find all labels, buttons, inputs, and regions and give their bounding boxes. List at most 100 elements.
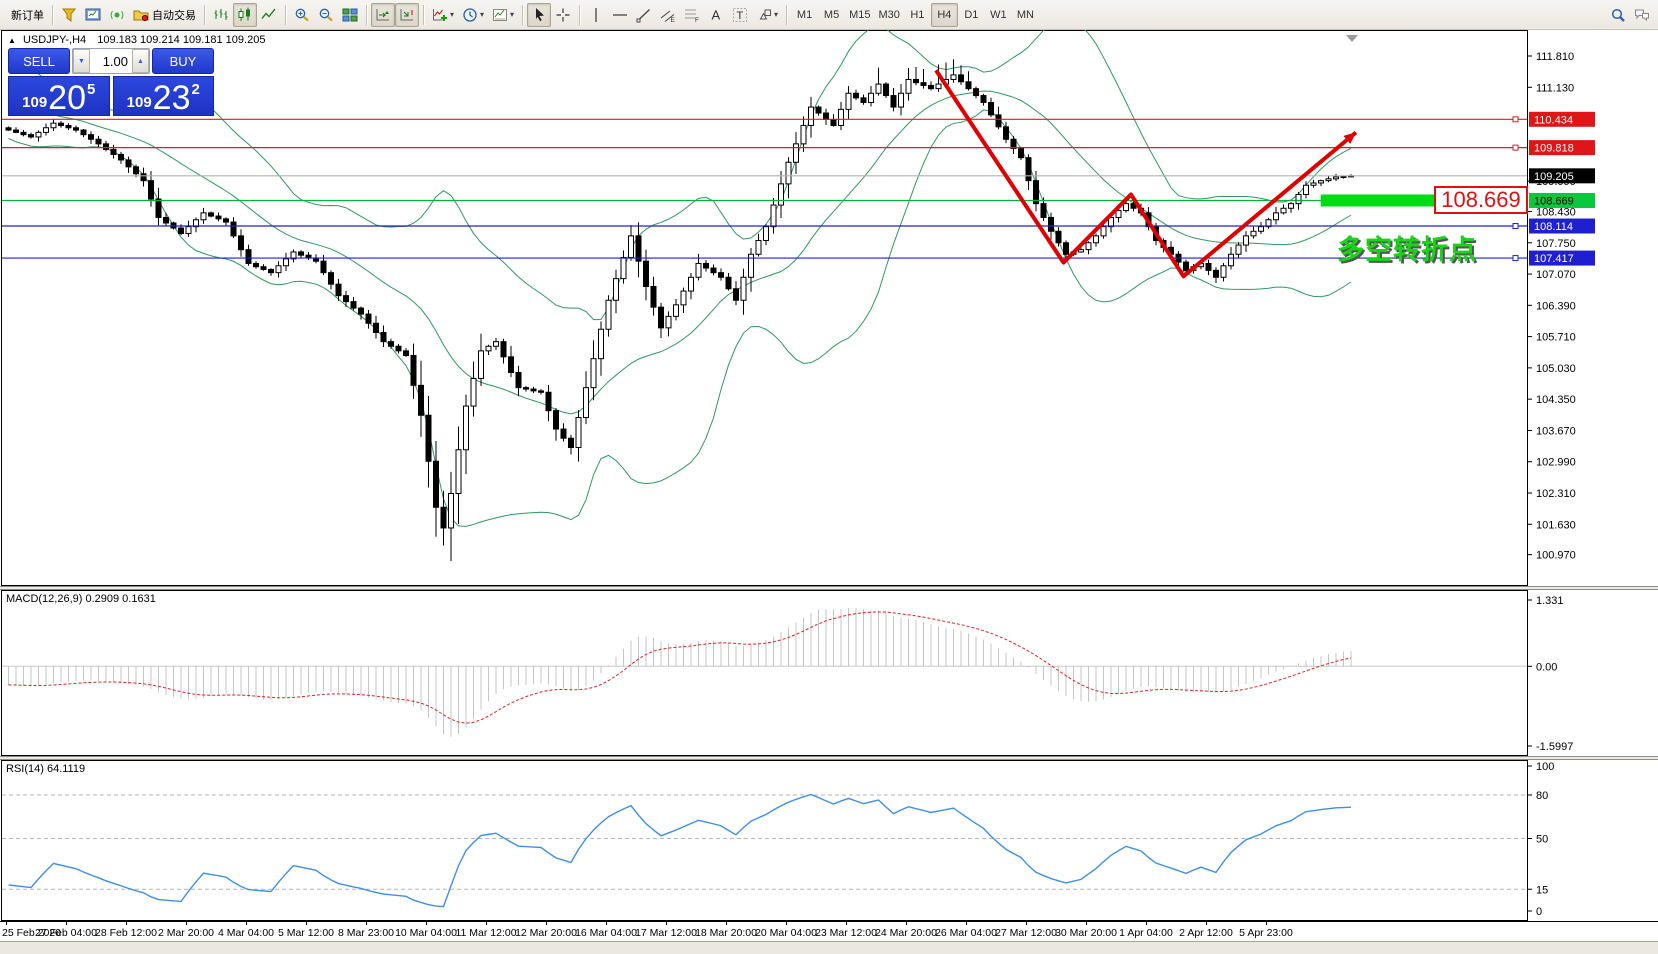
candle	[208, 212, 214, 217]
candle	[583, 387, 589, 419]
candle	[1333, 176, 1339, 180]
funnel-button[interactable]	[57, 3, 81, 27]
candle	[260, 266, 267, 270]
candle	[485, 345, 492, 352]
candle	[433, 460, 439, 508]
macd-axis[interactable]: 1.331 0.00 -1.5997	[1528, 595, 1573, 753]
time-tick-label: 2 Mar 20:00	[157, 927, 215, 939]
periods-button[interactable]: ▾	[458, 3, 488, 27]
text-button[interactable]: A	[704, 3, 728, 27]
timeframe-h4-button[interactable]: H4	[930, 2, 958, 27]
time-tick-label: 2 Apr 12:00	[1179, 927, 1233, 939]
time-tick-label: 27 Feb 04:00	[35, 927, 97, 939]
trendline-button[interactable]	[632, 3, 656, 27]
candle	[1235, 244, 1242, 255]
price-badge	[1529, 111, 1595, 127]
panel-splitter[interactable]	[0, 586, 1658, 590]
rsi-canvas[interactable]: 100 80 50 15 0	[0, 760, 1658, 921]
svg-text:E: E	[671, 17, 676, 23]
chevron-down-icon: ▾	[480, 10, 485, 19]
timeframe-m30-button[interactable]: M30	[878, 8, 900, 21]
fibonacci-button[interactable]: F	[680, 3, 704, 27]
time-axis[interactable]: 25 Feb 2020 27 Feb 04:00 28 Feb 12:00 2 Mar…	[0, 921, 1658, 941]
new-order-button[interactable]: 新订单	[4, 3, 48, 27]
line-chart-button[interactable]	[257, 3, 281, 27]
templates-button[interactable]: ▾	[488, 3, 518, 27]
auto-scroll-button[interactable]	[371, 2, 395, 27]
candle	[478, 350, 484, 379]
highlight-rectangle[interactable]	[1320, 194, 1437, 207]
timeframe-d1-button[interactable]: D1	[964, 8, 979, 21]
vertical-line-button[interactable]	[584, 3, 608, 27]
signals-button[interactable]	[105, 3, 129, 27]
candle	[545, 391, 552, 412]
zoom-out-button[interactable]	[314, 3, 338, 27]
main-chart-canvas[interactable]: 111.810111.130109.090108.430107.750107.0…	[0, 30, 1658, 586]
price-tick-label: 107.070	[1536, 269, 1576, 281]
horizontal-lines[interactable]	[2, 116, 1527, 262]
auto-trading-button[interactable]: 自动交易	[129, 3, 200, 27]
chat-button[interactable]	[1630, 3, 1654, 27]
chart-shift-button[interactable]	[395, 2, 419, 27]
sell-price-display[interactable]: 109 20 5	[8, 76, 110, 117]
indicators-button[interactable]: ▾	[428, 3, 458, 27]
candle	[508, 356, 514, 373]
crosshair-button[interactable]	[551, 3, 575, 27]
timeframe-m15-button[interactable]: M15	[849, 8, 871, 21]
candle	[950, 74, 957, 80]
rsi-axis[interactable]: 100 80 50 15 0	[1528, 761, 1554, 918]
new-order-label: 新订单	[11, 9, 44, 22]
toolbar-separator	[786, 4, 788, 25]
scroll-marker-icon	[1346, 35, 1358, 42]
candle	[238, 235, 244, 251]
bar-chart-button[interactable]	[209, 3, 233, 27]
price-level-label[interactable]: 108.669	[1434, 186, 1528, 214]
candle	[740, 276, 747, 301]
timeframe-m5-button[interactable]: M5	[823, 8, 840, 21]
candle	[395, 345, 402, 352]
volume-input[interactable]	[90, 49, 132, 73]
buy-price-display[interactable]: 109 23 2	[112, 76, 214, 117]
macd-canvas[interactable]: 1.331 0.00 -1.5997	[0, 590, 1658, 756]
volume-increase-button[interactable]: ▲	[132, 49, 149, 73]
turning-point-annotation[interactable]: 多空转折点	[1337, 235, 1477, 265]
candlestick-chart-icon	[238, 7, 250, 21]
candle	[988, 101, 994, 116]
sell-button[interactable]: SELL	[8, 48, 70, 74]
timeframe-m1-button[interactable]: M1	[796, 8, 813, 21]
price-tick-label: 108.430	[1536, 206, 1576, 218]
buy-button[interactable]: BUY	[152, 48, 214, 74]
time-tick-label: 30 Mar 20:00	[1055, 927, 1117, 939]
candle	[103, 143, 109, 150]
volume-decrease-button[interactable]: ▼	[73, 49, 90, 73]
candle	[898, 92, 904, 108]
search-button[interactable]	[1606, 3, 1630, 27]
timeframe-w1-button[interactable]: W1	[990, 8, 1007, 21]
trend-zigzag[interactable]	[934, 69, 1358, 279]
candle	[823, 112, 829, 120]
horizontal-line-button[interactable]	[608, 3, 632, 27]
toolbar-separator	[52, 4, 53, 25]
timeframe-h1-button[interactable]: H1	[910, 8, 925, 21]
candle	[425, 414, 432, 462]
candle	[1115, 210, 1122, 218]
timeframe-mn-button[interactable]: MN	[1016, 8, 1034, 21]
market-watch-button[interactable]	[81, 3, 105, 27]
toolbar-right-group	[1606, 3, 1654, 27]
text-label-button[interactable]: T	[728, 3, 752, 27]
candle	[890, 95, 897, 108]
candle	[1123, 203, 1129, 212]
time-tick-label: 1 Apr 04:00	[1119, 927, 1173, 939]
candle	[358, 307, 364, 315]
collapse-arrow-icon[interactable]: ▲	[8, 36, 16, 45]
equidistant-channel-button[interactable]: E	[656, 3, 680, 27]
candlestick-chart-button[interactable]	[233, 2, 257, 27]
panel-splitter[interactable]	[0, 756, 1658, 760]
zoom-in-button[interactable]	[290, 3, 314, 27]
cursor-button[interactable]	[527, 2, 552, 27]
rsi-tick-label: 15	[1536, 884, 1548, 896]
shapes-button[interactable]: ▾	[752, 3, 782, 27]
candle	[500, 341, 507, 358]
price-axis[interactable]: 111.810111.130109.090108.430107.750107.0…	[1528, 51, 1595, 562]
tile-windows-button[interactable]	[338, 3, 362, 27]
